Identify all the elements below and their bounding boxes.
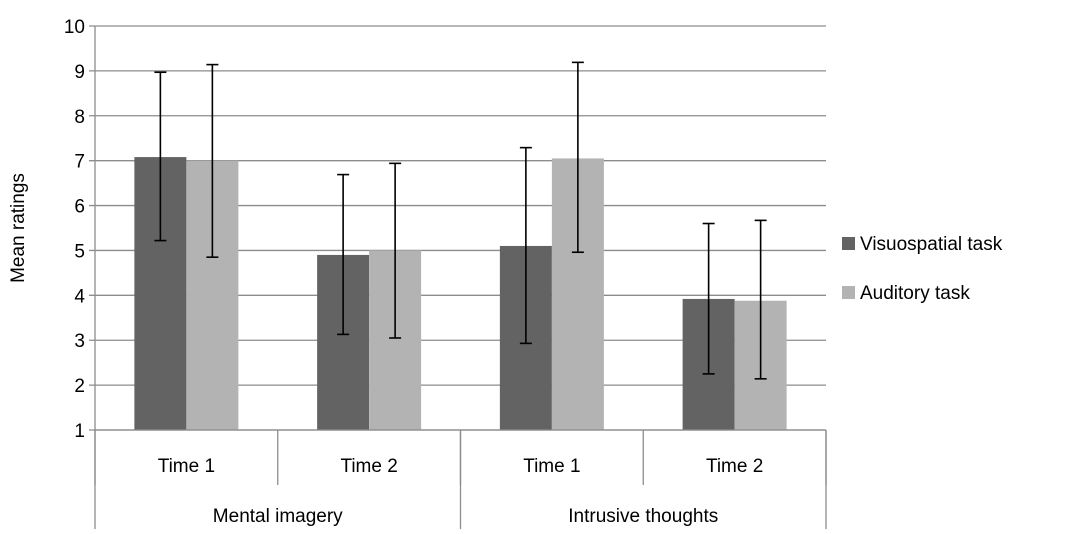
legend-label: Visuospatial task <box>860 234 1003 255</box>
x-category-label: Time 2 <box>706 456 763 477</box>
x-category-label: Time 1 <box>523 456 580 477</box>
legend-label: Auditory task <box>860 283 970 304</box>
x-group-label: Intrusive thoughts <box>568 506 718 527</box>
y-tick-label: 5 <box>74 241 85 262</box>
y-tick-label: 1 <box>74 421 85 442</box>
y-axis-title: Mean ratings <box>8 173 29 283</box>
legend-swatch <box>842 286 855 299</box>
legend-swatch <box>842 237 855 250</box>
y-tick-label: 3 <box>74 331 85 352</box>
y-axis-ticks: 1 2 3 4 5 6 7 8 9 10 <box>64 17 86 442</box>
y-tick-label: 7 <box>74 152 85 173</box>
x-axis: Time 1 Time 2 Time 1 Time 2 Mental imagery In… <box>94 26 827 529</box>
y-tick-label: 8 <box>74 107 85 128</box>
y-tick-label: 4 <box>74 286 85 307</box>
x-category-label: Time 2 <box>340 456 397 477</box>
x-category-label: Time 1 <box>158 456 215 477</box>
y-tick-label: 10 <box>64 17 85 38</box>
legend: Visuospatial task Auditory task <box>842 234 1003 304</box>
error-bars <box>154 61 767 380</box>
x-group-label: Mental imagery <box>213 506 343 527</box>
bars <box>134 157 787 430</box>
y-tick-label: 6 <box>74 197 85 218</box>
y-tick-label: 2 <box>74 376 85 397</box>
y-tick-label: 9 <box>74 62 85 83</box>
